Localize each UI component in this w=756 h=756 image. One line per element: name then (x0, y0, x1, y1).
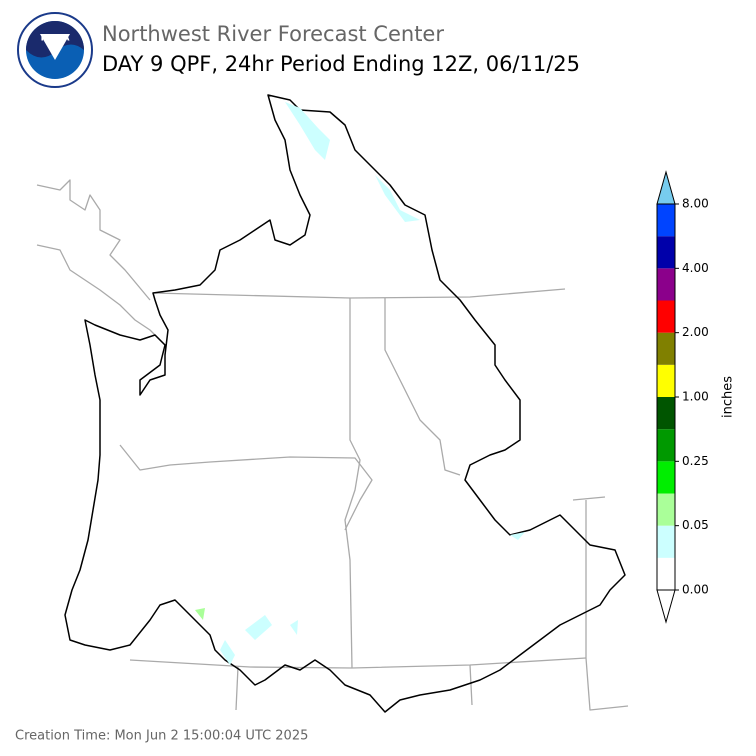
colorbar-tick-label: 0.25 (682, 454, 709, 468)
colorbar-segment (657, 461, 675, 494)
colorbar: 0.00 0.05 0.25 1.00 2.00 4.00 8.00 (656, 170, 709, 624)
state-borders (36, 179, 629, 711)
colorbar-segment (657, 525, 675, 558)
colorbar-segment (657, 557, 675, 590)
colorbar-segment (657, 300, 675, 333)
basin-outline (64, 94, 626, 713)
colorbar-segment (657, 204, 675, 237)
colorbar-tick-label: 4.00 (682, 261, 709, 275)
title: Northwest River Forecast Center (102, 22, 444, 46)
colorbar-tick-label: 0.00 (682, 583, 709, 597)
subtitle: DAY 9 QPF, 24hr Period Ending 12Z, 06/11… (102, 52, 580, 76)
logo-text: NOAA (41, 34, 70, 44)
colorbar-segment (657, 429, 675, 462)
creation-time: Creation Time: Mon Jun 2 15:00:04 UTC 20… (15, 729, 308, 744)
colorbar-segment (657, 493, 675, 526)
colorbar-tick-label: 0.05 (682, 518, 709, 532)
colorbar-segment (657, 236, 675, 269)
colorbar-tick-label: 8.00 (682, 197, 709, 211)
colorbar-segment (657, 332, 675, 365)
colorbar-segment (657, 397, 675, 430)
colorbar-under (656, 589, 676, 624)
colorbar-tick-label: 2.00 (682, 325, 709, 339)
precip-area (195, 608, 205, 620)
noaa-logo: NOAA (17, 12, 93, 88)
map (36, 94, 629, 713)
colorbar-tick-label: 1.00 (682, 390, 709, 404)
colorbar-segment (657, 268, 675, 301)
colorbar-label: inches (721, 376, 736, 418)
colorbar-over (656, 170, 676, 205)
colorbar-segment (657, 364, 675, 397)
precip-areas (220, 102, 525, 665)
